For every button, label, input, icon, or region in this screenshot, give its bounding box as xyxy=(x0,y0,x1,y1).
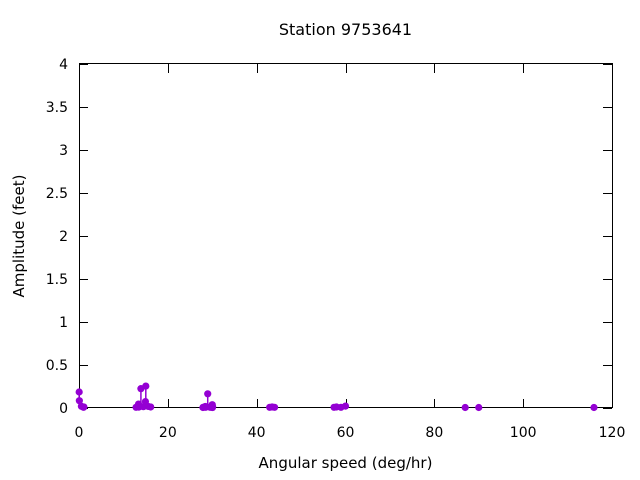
y-tick-label: 1 xyxy=(59,315,68,331)
data-point xyxy=(204,390,212,398)
data-point xyxy=(341,402,350,410)
chart-title: Station 9753641 xyxy=(278,20,413,39)
y-tick-label: 2 xyxy=(59,229,68,245)
y-tick-label: 0.5 xyxy=(46,358,68,374)
data-point xyxy=(142,382,150,390)
x-tick-label: 80 xyxy=(425,425,443,441)
y-tick-label: 0 xyxy=(59,401,68,417)
x-axis-label: Angular speed (deg/hr) xyxy=(258,454,433,472)
y-tick-label: 4 xyxy=(59,57,68,73)
data-point xyxy=(461,403,469,412)
data-point xyxy=(590,403,598,412)
x-tick-label: 100 xyxy=(510,425,537,441)
data-point xyxy=(209,403,217,411)
x-tick-label: 40 xyxy=(248,425,266,441)
data-point xyxy=(475,403,483,412)
y-tick-label: 2.5 xyxy=(46,186,68,202)
data-point xyxy=(75,397,83,405)
y-tick-label: 3 xyxy=(59,143,68,159)
x-tick-label: 60 xyxy=(337,425,355,441)
x-tick-label: 20 xyxy=(159,425,177,441)
x-tick-label: 120 xyxy=(599,425,626,441)
x-tick-label: 0 xyxy=(75,425,84,441)
data-point xyxy=(270,403,279,411)
data-point xyxy=(80,403,88,411)
y-axis-label: Amplitude (feet) xyxy=(10,174,28,298)
data-point xyxy=(147,403,155,411)
plot-frame xyxy=(79,63,613,408)
y-tick-label: 3.5 xyxy=(46,100,68,116)
data-point xyxy=(75,388,83,396)
y-tick-label: 1.5 xyxy=(46,272,68,288)
